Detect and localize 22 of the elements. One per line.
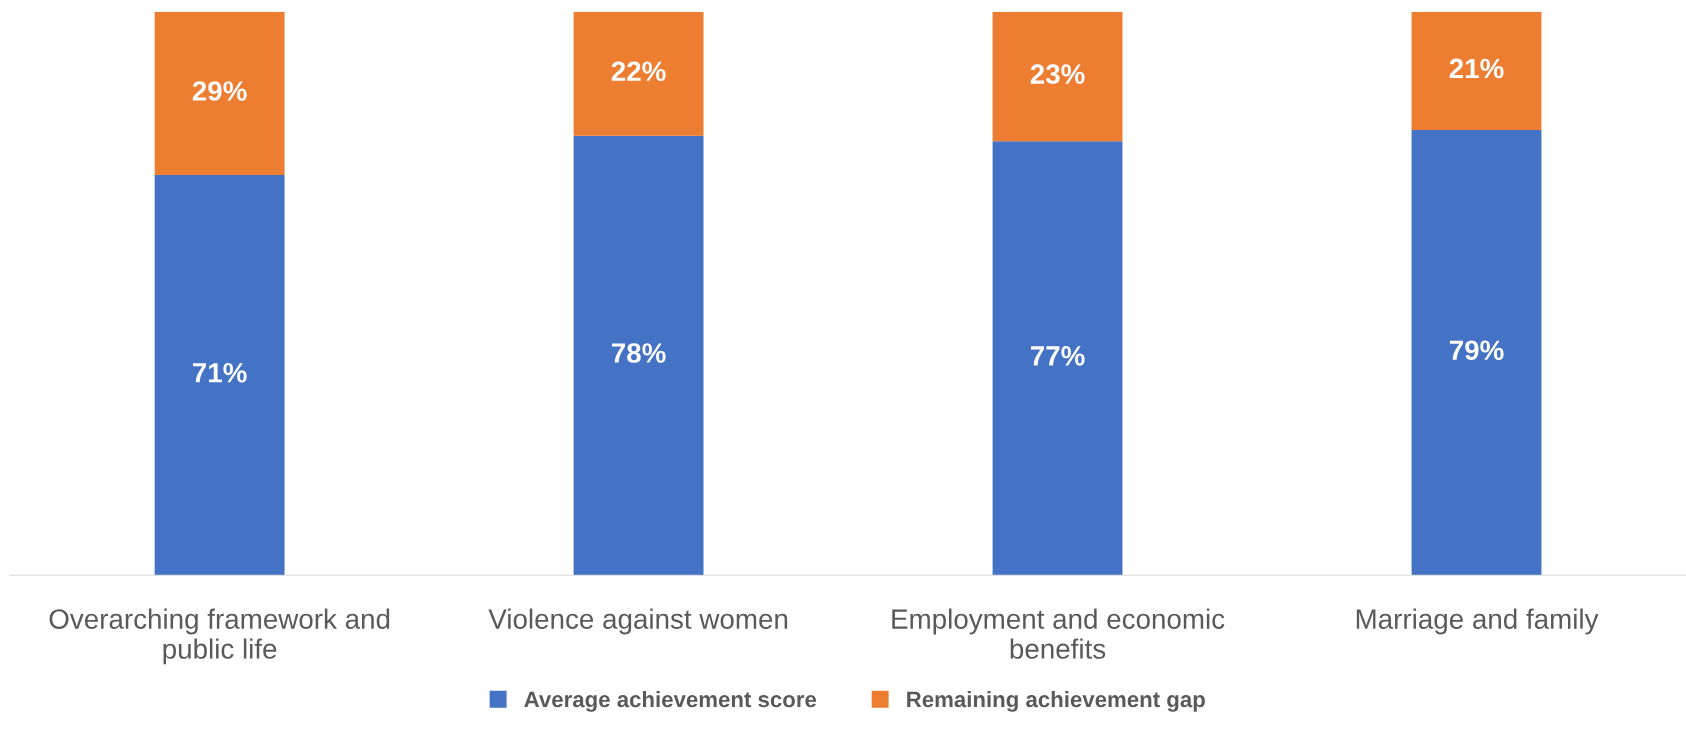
legend-label: Average achievement score [524,690,817,712]
bar [154,11,285,176]
bar [573,135,704,576]
x-tick-label: Employment and economic benefits [892,608,1225,659]
bar [154,175,285,576]
data-label: 29% [192,81,247,101]
data-label: 77% [1030,346,1085,366]
data-label: 78% [611,343,666,363]
bar [992,141,1123,576]
data-label: 79% [1449,340,1504,361]
data-label: 21% [1449,58,1504,79]
data-label: 23% [1030,64,1085,84]
x-tick-label: Violence against women [488,608,788,635]
data-label: 22% [611,61,666,82]
bar [992,11,1123,142]
bar [573,11,704,136]
data-label: 71% [193,362,247,383]
x-tick-label: Marriage and family [1356,608,1599,635]
bar [1411,130,1542,576]
bar [1411,11,1542,130]
x-tick-label: Overarching framework and public life [49,608,390,665]
legend-label: Remaining achievement gap [907,690,1205,712]
